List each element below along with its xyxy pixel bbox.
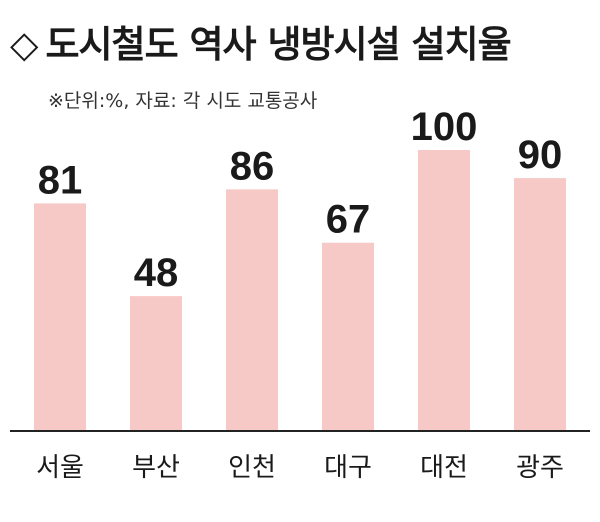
bar-인천 bbox=[226, 189, 278, 431]
data-label: 100 bbox=[411, 105, 478, 149]
chart-title: ◇ 도시철도 역사 냉방시설 설치율 bbox=[10, 23, 512, 66]
data-label: 48 bbox=[134, 251, 179, 295]
category-label: 대구 bbox=[324, 453, 372, 483]
category-label: 서울 bbox=[36, 453, 84, 483]
category-label: 대전 bbox=[420, 453, 468, 483]
bar-대전 bbox=[418, 150, 470, 431]
bar-대구 bbox=[322, 242, 374, 431]
data-label: 81 bbox=[38, 158, 83, 202]
category-label: 인천 bbox=[228, 453, 276, 483]
diamond-icon: ◇ bbox=[10, 23, 38, 66]
data-label: 90 bbox=[518, 133, 563, 177]
data-label: 67 bbox=[326, 198, 371, 242]
category-label: 광주 bbox=[516, 453, 564, 483]
data-label: 86 bbox=[230, 144, 275, 188]
bar-광주 bbox=[514, 178, 566, 431]
chart-title-text: 도시철도 역사 냉방시설 설치율 bbox=[45, 23, 511, 66]
category-label: 부산 bbox=[132, 453, 180, 483]
chart-subtitle: ※단위:%, 자료: 각 시도 교통공사 bbox=[48, 90, 318, 112]
bar-서울 bbox=[34, 203, 86, 431]
bar-부산 bbox=[130, 296, 182, 431]
